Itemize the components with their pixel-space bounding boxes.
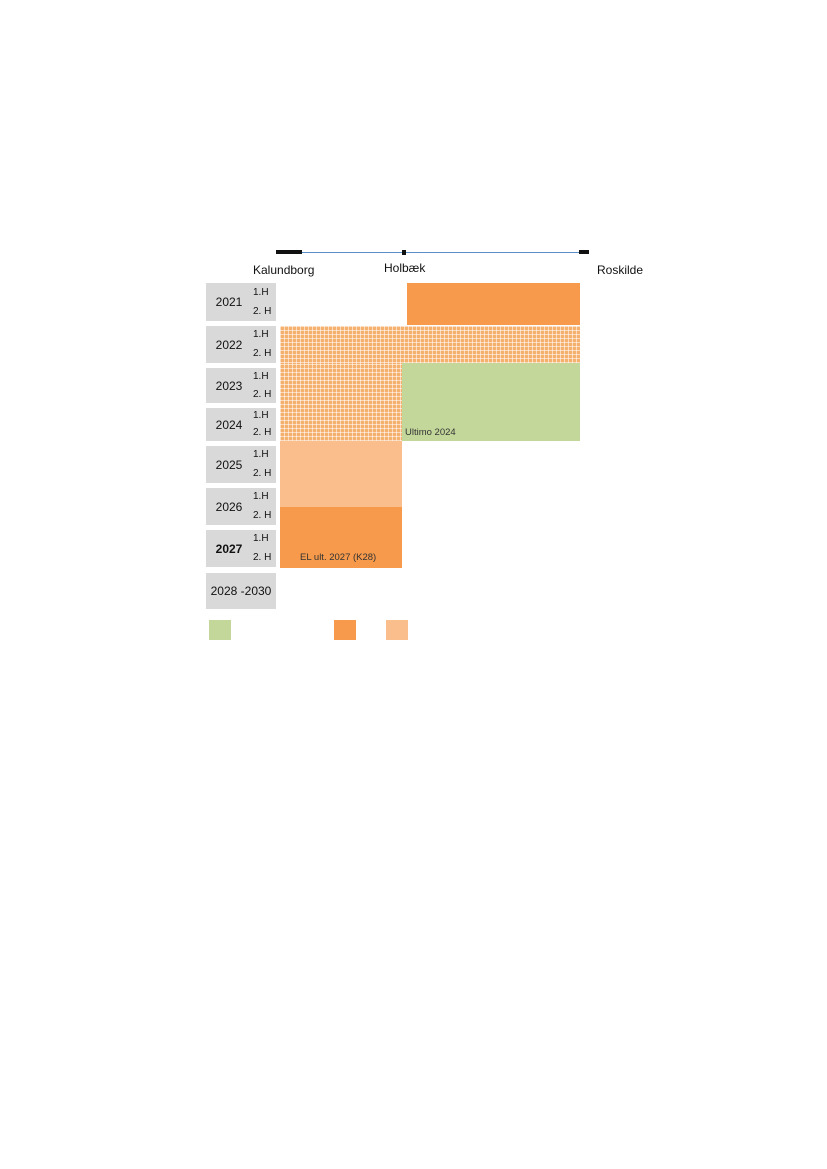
route-station-holbaek [402, 250, 406, 255]
half-2: 2. H [253, 510, 272, 521]
legend-swatch-green [209, 620, 231, 640]
legend-swatch-light-orange [386, 620, 408, 640]
half-2: 2. H [253, 552, 272, 563]
year-label: 2024 [215, 417, 243, 432]
half-1: 1.H [253, 533, 269, 544]
half-1: 1.H [253, 371, 269, 382]
city-label-roskilde: Roskilde [597, 263, 644, 277]
year-label: 2027 [215, 541, 243, 556]
green-block-note: Ultimo 2024 [405, 427, 456, 438]
half-1: 1.H [253, 491, 269, 502]
route-end-kalundborg [276, 250, 302, 254]
city-label-holbaek: Holbæk [384, 261, 426, 275]
year-row-2022: 2022 1.H 2. H [206, 326, 276, 363]
block-light-orange-2025-2026 [280, 441, 402, 507]
half-2: 2. H [253, 468, 272, 479]
half-2: 2. H [253, 348, 272, 359]
year-label: 2026 [215, 499, 243, 514]
year-row-2027: 2027 1.H 2. H [206, 530, 276, 567]
block-green-holbaek-roskilde [402, 363, 580, 441]
half-2: 2. H [253, 389, 272, 400]
block-hatched-2022-full [280, 326, 580, 363]
half-1: 1.H [253, 329, 269, 340]
half-1: 1.H [253, 410, 269, 421]
city-label-kalundborg: Kalundborg [253, 263, 315, 277]
year-row-2026: 2026 1.H 2. H [206, 488, 276, 525]
year-row-2021: 2021 1.H 2. H [206, 283, 276, 321]
year-row-2023: 2023 1.H 2. H [206, 368, 276, 403]
route-line [278, 252, 589, 253]
year-row-2024: 2024 1.H 2. H [206, 408, 276, 441]
year-label: 2021 [215, 295, 243, 309]
half-1: 1.H [253, 449, 269, 460]
year-label: 2022 [215, 337, 243, 352]
half-2: 2. H [253, 427, 272, 438]
orange-block-note: EL ult. 2027 (K28) [300, 552, 377, 563]
year-row-2028-2030: 2028 -2030 [206, 573, 276, 609]
year-label: 2025 [215, 457, 243, 472]
year-label: 2023 [215, 378, 243, 393]
block-hatched-kalundborg-holbaek-2023-2024 [280, 363, 402, 441]
year-label: 2028 -2030 [210, 584, 272, 598]
block-holbaek-roskilde-2021 [407, 283, 580, 325]
route-end-roskilde [579, 250, 589, 254]
legend-swatch-orange [334, 620, 356, 640]
half-2: 2. H [253, 306, 272, 317]
half-1: 1.H [253, 287, 269, 298]
block-orange-2026-2027 [280, 507, 402, 568]
year-row-2025: 2025 1.H 2. H [206, 446, 276, 483]
